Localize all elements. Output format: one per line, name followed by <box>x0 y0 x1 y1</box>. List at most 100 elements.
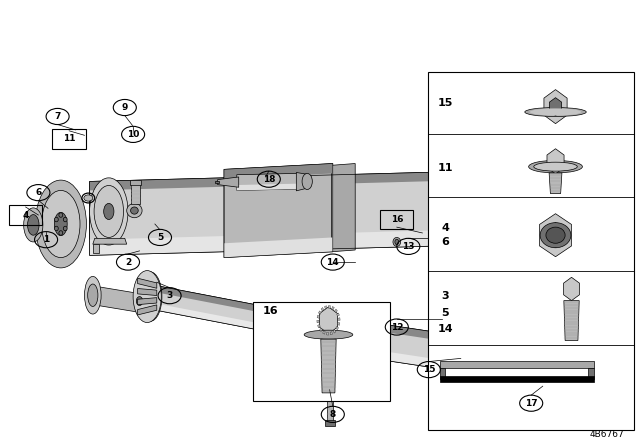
Ellipse shape <box>59 213 63 217</box>
Ellipse shape <box>525 108 586 116</box>
Ellipse shape <box>504 338 517 361</box>
Ellipse shape <box>142 278 159 315</box>
Polygon shape <box>296 172 307 191</box>
Text: 11: 11 <box>438 163 453 172</box>
Text: 2: 2 <box>125 258 131 267</box>
Ellipse shape <box>133 271 161 323</box>
Text: 16: 16 <box>263 306 278 316</box>
Polygon shape <box>317 324 320 328</box>
Ellipse shape <box>393 237 401 246</box>
Polygon shape <box>237 184 298 190</box>
Ellipse shape <box>54 212 67 236</box>
Polygon shape <box>131 184 140 204</box>
Ellipse shape <box>127 203 142 218</box>
Polygon shape <box>317 315 319 318</box>
Ellipse shape <box>549 353 577 404</box>
Polygon shape <box>90 170 506 190</box>
Polygon shape <box>440 361 594 368</box>
Polygon shape <box>330 332 332 335</box>
Polygon shape <box>90 170 506 255</box>
Polygon shape <box>224 164 333 179</box>
Text: 4B6767: 4B6767 <box>589 430 624 439</box>
Polygon shape <box>93 238 127 244</box>
Polygon shape <box>150 284 314 323</box>
Ellipse shape <box>84 195 93 201</box>
Ellipse shape <box>63 226 67 231</box>
Polygon shape <box>138 305 157 315</box>
Ellipse shape <box>42 190 80 258</box>
Text: 4: 4 <box>22 211 29 220</box>
Polygon shape <box>324 306 327 309</box>
Polygon shape <box>349 311 358 355</box>
Polygon shape <box>554 404 573 411</box>
Polygon shape <box>547 149 564 174</box>
Polygon shape <box>319 328 323 332</box>
Polygon shape <box>150 284 314 340</box>
Polygon shape <box>224 164 333 258</box>
Polygon shape <box>540 214 572 257</box>
Ellipse shape <box>24 208 43 242</box>
Text: 15: 15 <box>422 365 435 374</box>
Polygon shape <box>319 307 338 334</box>
Polygon shape <box>218 177 239 187</box>
Polygon shape <box>337 323 340 325</box>
Ellipse shape <box>304 330 353 339</box>
Text: 5: 5 <box>442 308 449 318</box>
Ellipse shape <box>534 162 577 171</box>
Ellipse shape <box>493 317 528 382</box>
Bar <box>253 302 390 401</box>
Ellipse shape <box>84 276 101 314</box>
Polygon shape <box>332 164 355 252</box>
Bar <box>428 72 634 430</box>
Ellipse shape <box>88 284 98 306</box>
Ellipse shape <box>530 108 581 116</box>
Text: 18: 18 <box>262 175 275 184</box>
Polygon shape <box>338 318 340 320</box>
Ellipse shape <box>544 346 582 411</box>
Polygon shape <box>440 376 594 382</box>
Text: 15: 15 <box>438 98 453 108</box>
Polygon shape <box>332 306 334 310</box>
Polygon shape <box>150 302 314 340</box>
Ellipse shape <box>63 217 67 222</box>
Ellipse shape <box>94 185 124 237</box>
Ellipse shape <box>540 223 571 248</box>
Text: 12: 12 <box>390 323 403 332</box>
Ellipse shape <box>538 377 547 385</box>
Polygon shape <box>549 173 562 194</box>
Polygon shape <box>516 316 531 327</box>
Ellipse shape <box>395 239 399 245</box>
Text: 3: 3 <box>166 291 173 300</box>
Polygon shape <box>130 180 141 185</box>
Ellipse shape <box>488 309 533 390</box>
Polygon shape <box>224 237 333 258</box>
Polygon shape <box>564 277 579 301</box>
Text: 3: 3 <box>442 291 449 301</box>
Polygon shape <box>327 388 333 421</box>
Ellipse shape <box>319 383 325 388</box>
Ellipse shape <box>510 340 514 345</box>
Ellipse shape <box>136 297 143 306</box>
Ellipse shape <box>506 351 509 356</box>
Polygon shape <box>337 313 339 316</box>
Text: 13: 13 <box>402 242 415 251</box>
Ellipse shape <box>54 226 58 231</box>
Polygon shape <box>588 368 594 379</box>
Ellipse shape <box>59 231 63 235</box>
Text: 14: 14 <box>438 324 453 334</box>
Text: 11: 11 <box>63 134 76 143</box>
Polygon shape <box>93 286 152 314</box>
Polygon shape <box>544 90 567 124</box>
Polygon shape <box>440 368 445 379</box>
Ellipse shape <box>510 354 514 358</box>
Polygon shape <box>93 244 99 253</box>
Polygon shape <box>325 420 335 426</box>
Ellipse shape <box>131 207 138 214</box>
Text: 16: 16 <box>390 215 403 224</box>
Polygon shape <box>138 289 157 296</box>
Text: 7: 7 <box>54 112 61 121</box>
Text: 9: 9 <box>122 103 128 112</box>
Text: 6: 6 <box>442 237 449 247</box>
Ellipse shape <box>139 272 162 321</box>
Ellipse shape <box>90 178 128 245</box>
